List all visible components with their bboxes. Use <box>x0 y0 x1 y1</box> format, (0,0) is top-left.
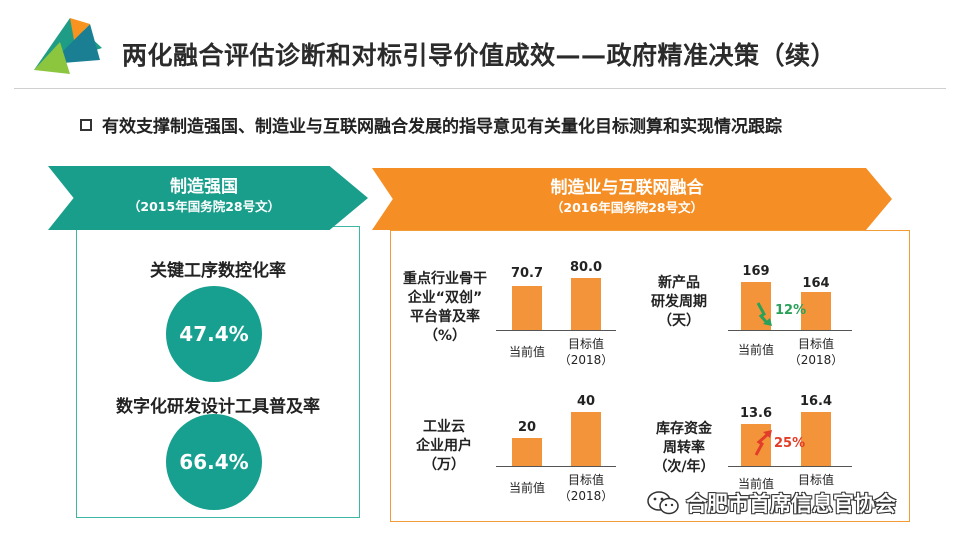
right-panel <box>390 230 910 522</box>
metric-value-circle: 66.4% <box>166 414 262 510</box>
category-label: 目标值 （2018） <box>781 336 851 368</box>
category-line: （2018） <box>788 353 844 367</box>
chart-label: 库存资金 周转率 （次/年） <box>644 420 724 477</box>
bullet-text: 有效支撑制造强国、制造业与互联网融合发展的指导意见有关量化目标测算和实现情况跟踪 <box>102 117 782 137</box>
wechat-icon <box>647 491 679 515</box>
category-label: 当前值 <box>508 481 545 495</box>
logo-icon <box>34 18 102 74</box>
category-label: 目标值 （2018） <box>551 472 621 504</box>
chart-label-line: （天） <box>658 313 700 329</box>
category-line: 目标值 <box>797 337 834 351</box>
left-banner-subtitle: （2015年国务院28号文） <box>127 199 281 214</box>
category-line: 目标值 <box>567 473 604 487</box>
bar-value-label: 80.0 <box>569 260 603 275</box>
metric-label: 数字化研发设计工具普及率 <box>116 397 320 417</box>
page-title: 两化融合评估诊断和对标引导价值成效——政府精准决策（续） <box>122 41 837 70</box>
bar-value-label: 40 <box>576 394 596 409</box>
title-divider <box>14 88 946 89</box>
category-line: （2018） <box>558 353 614 367</box>
category-label: 当前值 <box>508 345 545 359</box>
chart-axis <box>496 466 616 467</box>
up-arrow-icon <box>754 430 772 456</box>
category-label: 目标值 <box>797 473 834 487</box>
bar-target <box>571 278 601 330</box>
chart-label-line: 周转率 <box>663 440 705 456</box>
bar-value-label: 16.4 <box>799 394 833 409</box>
bar-value-label: 164 <box>802 276 830 291</box>
chart-axis <box>728 466 852 467</box>
category-label: 当前值 <box>737 343 774 357</box>
category-label: 当前值 <box>737 477 774 491</box>
chart-label: 新产品 研发周期 （天） <box>644 274 714 331</box>
chart-label-line: 新产品 <box>658 275 700 291</box>
chart-label: 重点行业骨干 企业“双创” 平台普及率 （%） <box>400 270 490 346</box>
watermark: 合肥市首席信息官协会 <box>646 488 896 518</box>
chart-label-line: （万） <box>423 457 465 473</box>
chart-label-line: 企业用户 <box>416 438 472 454</box>
down-arrow-icon <box>756 302 772 326</box>
metric-label: 关键工序数控化率 <box>150 261 286 281</box>
chart-label-line: 重点行业骨干 <box>403 271 487 287</box>
category-line: 目标值 <box>567 337 604 351</box>
bar-target <box>801 292 831 330</box>
chart-label-line: （次/年） <box>653 459 715 475</box>
bar-target <box>801 412 831 466</box>
change-percent: 25% <box>774 436 806 451</box>
left-banner: 制造强国 （2015年国务院28号文） <box>48 166 368 230</box>
category-label: 目标值 （2018） <box>551 336 621 368</box>
right-banner: 制造业与互联网融合 （2016年国务院28号文） <box>372 168 892 230</box>
bar-target <box>571 412 601 466</box>
square-bullet-icon <box>80 118 92 131</box>
chart-label-line: 平台普及率 <box>410 309 480 325</box>
right-banner-title: 制造业与互联网融合 <box>550 178 704 198</box>
chart-axis <box>496 330 616 331</box>
change-percent: 12% <box>775 303 807 318</box>
category-line: （2018） <box>558 489 614 503</box>
watermark-text: 合肥市首席信息官协会 <box>686 492 896 516</box>
chart-label-line: （%） <box>423 328 467 344</box>
bullet-point: 有效支撑制造强国、制造业与互联网融合发展的指导意见有关量化目标测算和实现情况跟踪 <box>80 112 782 137</box>
chart-label-line: 研发周期 <box>651 294 707 310</box>
bar-current <box>512 438 542 466</box>
bar-value-label: 13.6 <box>739 406 773 421</box>
chart-label-line: 工业云 <box>423 419 465 435</box>
chart-label-line: 库存资金 <box>656 421 712 437</box>
bar-value-label: 70.7 <box>510 266 544 281</box>
bar-value-label: 20 <box>517 420 537 435</box>
bar-current <box>512 286 542 330</box>
chart-label-line: 企业“双创” <box>407 290 483 306</box>
right-banner-subtitle: （2016年国务院28号文） <box>550 200 704 215</box>
chart-axis <box>728 330 852 331</box>
bar-current <box>741 424 771 466</box>
bar-value-label: 169 <box>742 264 770 279</box>
metric-value-circle: 47.4% <box>166 286 262 382</box>
left-banner-title: 制造强国 <box>170 177 238 197</box>
chart-label: 工业云 企业用户 （万） <box>404 418 484 475</box>
